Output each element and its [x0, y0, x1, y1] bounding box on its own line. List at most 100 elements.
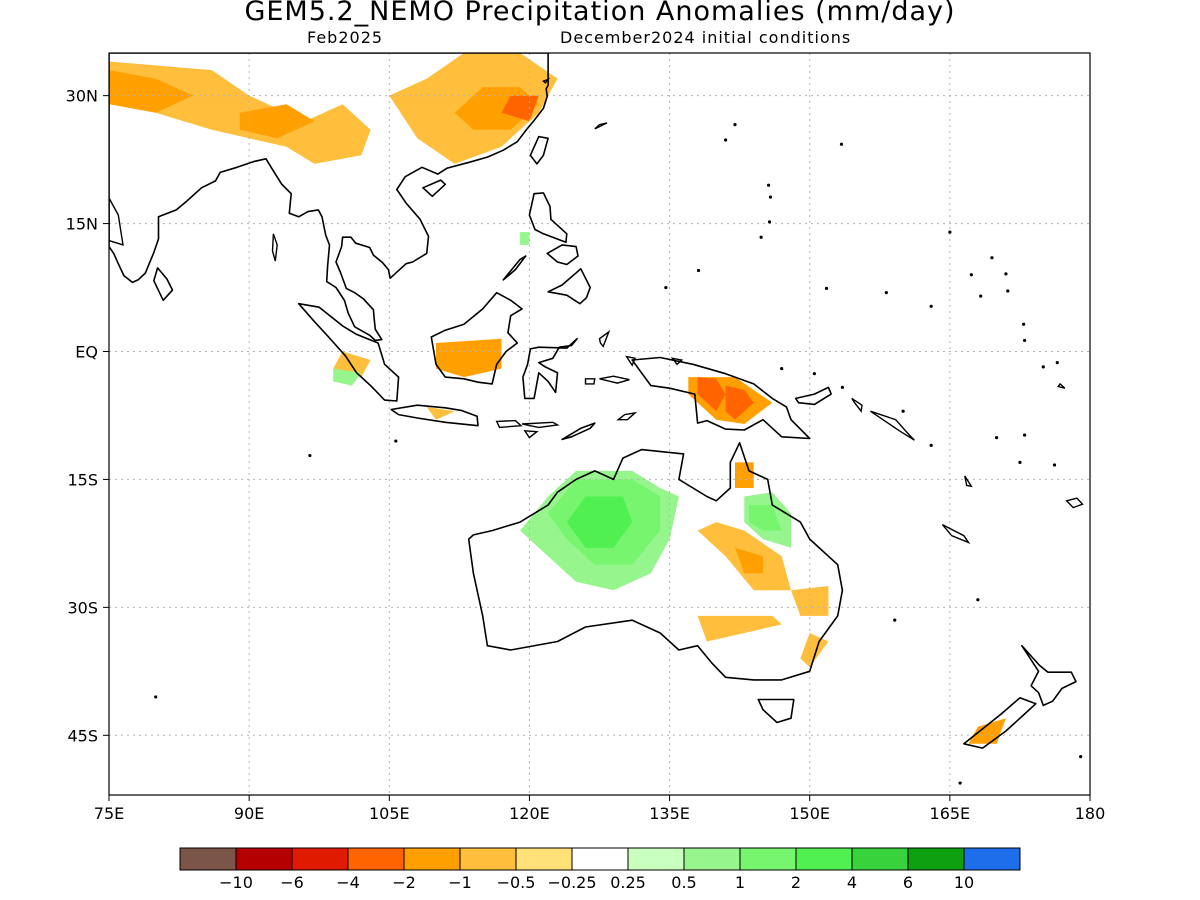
- small-island: [767, 220, 772, 224]
- coastline-sulawesi: [522, 337, 578, 400]
- small-island: [780, 366, 784, 371]
- x-tick-label: 75E: [94, 804, 124, 823]
- small-island: [1004, 272, 1008, 276]
- anomaly-region: [968, 718, 1006, 744]
- coastline-sri-lanka: [153, 267, 174, 302]
- small-island: [901, 409, 905, 413]
- y-tick-label: 30N: [66, 87, 98, 106]
- small-island: [394, 439, 398, 443]
- island-coastline: [523, 429, 539, 439]
- map-frame: [108, 52, 1091, 796]
- x-tick-label: 90E: [234, 804, 264, 823]
- y-axis-ticks: 30N 15N EQ 15S 30S 45S: [66, 87, 109, 745]
- small-island: [1052, 463, 1057, 467]
- island-coastline: [521, 421, 560, 429]
- anomaly-shading: [109, 53, 1006, 744]
- colorbar-label: 0.25: [610, 873, 646, 892]
- anomaly-region: [520, 232, 530, 245]
- small-island: [154, 695, 158, 699]
- colorbar-swatch: [459, 847, 517, 871]
- y-tick-label: 45S: [67, 726, 98, 745]
- colorbar-swatch: [179, 847, 237, 871]
- anomaly-region: [239, 104, 315, 139]
- colorbar-swatch: [291, 847, 349, 871]
- anomaly-region: [735, 547, 763, 574]
- colorbar: −10 −6 −4 −2 −1 −0.5 −0.25 0.25 0.5 1 2 4 6 10: [179, 847, 1021, 892]
- x-axis-ticks: 75E 90E 105E 120E 135E 150E 165E 180: [94, 795, 1106, 823]
- small-island: [767, 183, 771, 187]
- island-coastline: [616, 411, 638, 421]
- colorbar-swatch: [627, 847, 685, 871]
- y-tick-label: 30S: [67, 598, 98, 617]
- colorbar-swatch: [683, 847, 741, 871]
- island-coastline: [599, 375, 630, 384]
- coastline-new-guinea: [631, 356, 811, 440]
- coastline-mainland-asia: [109, 53, 549, 342]
- small-island: [958, 781, 962, 785]
- anomaly-region: [697, 615, 782, 642]
- coastline-luzon: [528, 192, 568, 244]
- small-island: [1018, 460, 1022, 464]
- coastline-palawan: [502, 255, 527, 281]
- y-tick-label: 15S: [67, 470, 98, 489]
- x-tick-label: 180: [1075, 804, 1106, 823]
- colorbar-swatch: [571, 847, 629, 871]
- island-coastline: [598, 329, 611, 348]
- coastline-new-britain: [794, 386, 833, 406]
- grid-lines: [109, 53, 1090, 795]
- valid-month-label: Feb2025: [307, 28, 384, 47]
- coastline-hainan: [422, 179, 447, 198]
- colorbar-label: 4: [847, 873, 857, 892]
- colorbar-swatch: [963, 847, 1021, 871]
- coastline-visayas: [546, 244, 579, 266]
- x-tick-label: 135E: [649, 804, 690, 823]
- island-coastline: [542, 77, 551, 84]
- colorbar-label: −0.5: [497, 873, 536, 892]
- island-coastline: [584, 378, 596, 385]
- small-island: [929, 304, 933, 308]
- small-island: [839, 142, 844, 146]
- small-island: [994, 436, 999, 440]
- small-island: [969, 273, 973, 277]
- coastline-new-zealand-south: [963, 696, 1037, 749]
- chart-title: GEM5.2_NEMO Precipitation Anomalies (mm/…: [244, 0, 956, 27]
- anomaly-region: [436, 338, 502, 378]
- anomaly-region: [426, 406, 455, 420]
- coastline-java: [390, 404, 479, 427]
- x-tick-label: 120E: [509, 804, 550, 823]
- anomaly-region: [697, 377, 726, 412]
- colorbar-swatch: [347, 847, 405, 871]
- small-island: [1041, 365, 1045, 369]
- small-island: [308, 453, 312, 458]
- coastline-australia: [467, 441, 844, 681]
- coastline-timor: [561, 422, 596, 441]
- x-tick-label: 165E: [930, 804, 971, 823]
- anomaly-region: [800, 633, 829, 668]
- small-island: [812, 372, 816, 376]
- small-island: [893, 618, 897, 622]
- island-coastline: [941, 523, 971, 545]
- colorbar-label: 10: [954, 873, 974, 892]
- island-coastline: [964, 475, 973, 488]
- colorbar-swatch: [851, 847, 909, 871]
- colorbar-label: 2: [791, 873, 801, 892]
- colorbar-label: 6: [903, 873, 913, 892]
- small-island: [990, 256, 994, 260]
- island-coastline: [870, 410, 915, 441]
- small-island: [824, 286, 829, 290]
- small-island: [733, 123, 737, 127]
- small-island: [664, 285, 668, 290]
- colorbar-label: −6: [280, 873, 304, 892]
- coastline-borneo: [430, 291, 523, 385]
- small-island: [1023, 433, 1027, 437]
- anomaly-region: [735, 462, 754, 488]
- colorbar-label: −4: [336, 873, 360, 892]
- island-coastline: [625, 355, 636, 367]
- island-coastline: [271, 233, 278, 262]
- coastline-sumatra: [297, 302, 400, 402]
- colorbar-label: −2: [392, 873, 416, 892]
- coastline-taiwan: [529, 135, 549, 165]
- colorbar-swatch: [403, 847, 461, 871]
- coastline-tasmania: [757, 698, 795, 724]
